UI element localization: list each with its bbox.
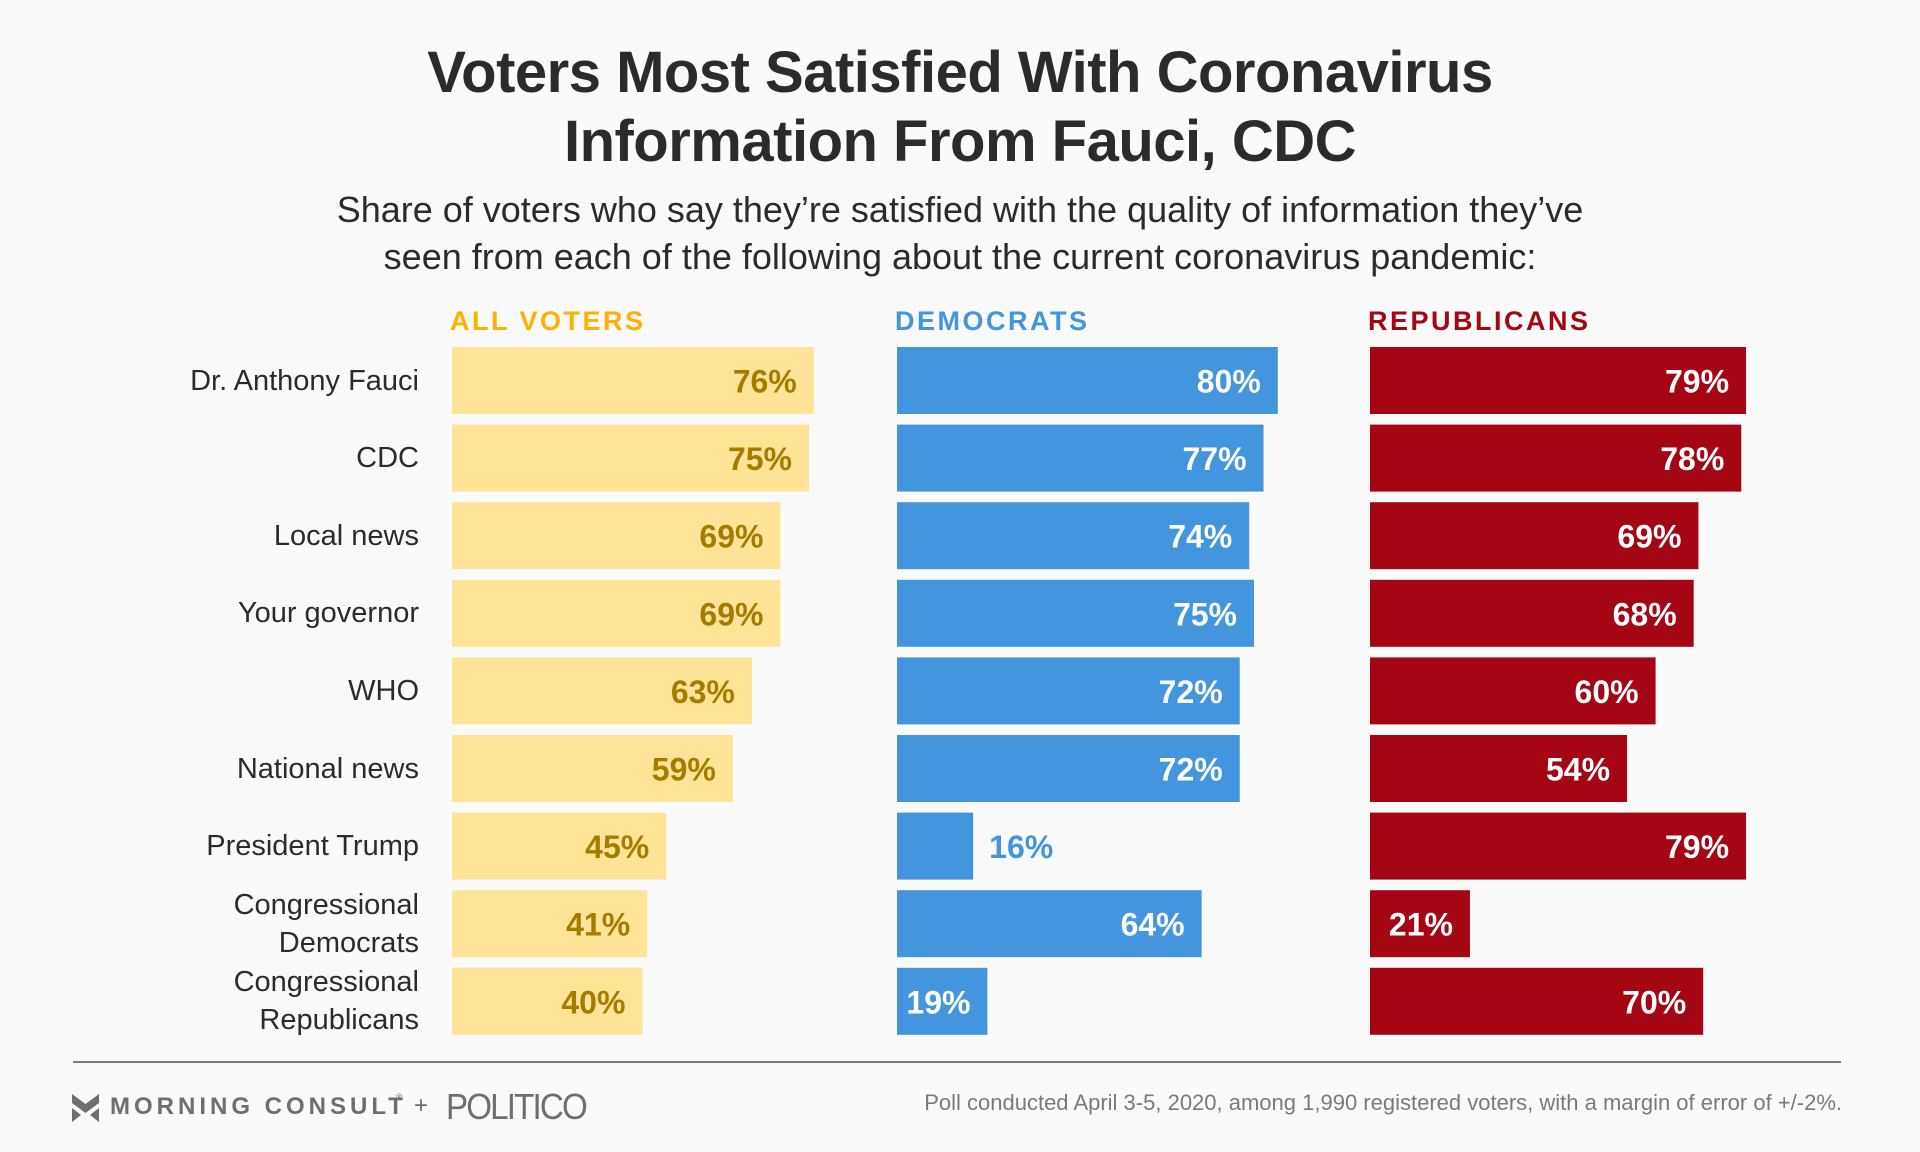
bar-democrats-your-governor (897, 579, 1254, 647)
bar-all-voters-national-news (452, 735, 733, 802)
value-label-republicans-president-trump: 79% (1665, 829, 1729, 865)
bar-all-voters-cdc (452, 424, 809, 492)
legend-all-voters: ALL VOTERS (450, 306, 646, 336)
bar-democrats-national-news (897, 735, 1240, 802)
bar-republicans-who (1370, 657, 1656, 725)
chart-subtitle-line1: Share of voters who say they’re satisfie… (336, 189, 1584, 230)
category-label-line: CDC (356, 442, 419, 475)
category-label-national-news: National news (40, 735, 419, 802)
category-label-line: Dr. Anthony Fauci (190, 364, 419, 397)
category-label-line: President Trump (206, 830, 419, 863)
value-label-democrats-president-trump: 16% (989, 829, 1053, 865)
value-label-democrats-your-governor: 75% (1173, 596, 1237, 632)
category-label-cdc: CDC (40, 425, 419, 492)
value-label-republicans-who: 60% (1575, 674, 1639, 710)
category-label-president-trump: President Trump (40, 813, 419, 880)
bar-democrats-congressional-democrats (897, 890, 1202, 958)
bar-republicans-dr-anthony-fauci (1370, 347, 1747, 414)
category-label-line: National news (236, 752, 419, 785)
value-label-democrats-who: 72% (1159, 674, 1223, 710)
source-note: Poll conducted April 3-5, 2020, among 1,… (924, 1090, 1842, 1115)
chart-title: Voters Most Satisfied With Coronavirus I… (0, 38, 1920, 176)
value-label-all-voters-congressional-democrats: 41% (566, 907, 630, 943)
bar-republicans-president-trump (1370, 812, 1747, 880)
value-label-all-voters-dr-anthony-fauci: 76% (733, 364, 797, 400)
value-label-all-voters-national-news: 59% (652, 752, 716, 788)
politico-logo-text: POLITICO (446, 1086, 588, 1127)
bar-democrats-cdc (897, 424, 1264, 492)
value-label-republicans-dr-anthony-fauci: 79% (1665, 364, 1729, 400)
value-label-republicans-congressional-democrats: 21% (1389, 907, 1453, 943)
chart-title-line2: Information From Fauci, CDC (563, 109, 1357, 174)
value-label-all-voters-cdc: 75% (728, 441, 792, 477)
chart-subtitle-line2: seen from each of the following about th… (383, 236, 1537, 277)
value-label-democrats-local-news: 74% (1168, 519, 1232, 555)
plus-sign: + (414, 1092, 429, 1119)
category-label-line: Congressional (233, 966, 419, 999)
value-label-democrats-dr-anthony-fauci: 80% (1197, 364, 1261, 400)
value-label-republicans-national-news: 54% (1546, 752, 1610, 788)
value-label-all-voters-who: 63% (671, 674, 735, 710)
category-label-who: WHO (40, 657, 419, 724)
legend-democrats: DEMOCRATS (895, 306, 1090, 336)
category-label-your-governor: Your governor (40, 580, 419, 647)
chart-subtitle: Share of voters who say they’re satisfie… (0, 186, 1920, 280)
bar-republicans-congressional-republicans (1370, 967, 1704, 1035)
value-label-democrats-national-news: 72% (1159, 752, 1223, 788)
bar-democrats-who (897, 657, 1240, 725)
bar-republicans-national-news (1370, 735, 1628, 802)
category-label-congressional-republicans: Congressional Republicans (40, 966, 419, 1036)
value-label-democrats-congressional-republicans: 19% (906, 984, 970, 1020)
category-label-line: Republicans (259, 1004, 419, 1037)
bar-democrats-dr-anthony-fauci (897, 347, 1278, 414)
bar-democrats-president-trump (897, 812, 974, 880)
bar-republicans-local-news (1370, 502, 1699, 570)
category-label-dr-anthony-fauci: Dr. Anthony Fauci (40, 347, 419, 414)
category-label-local-news: Local news (40, 502, 419, 569)
bar-republicans-congressional-democrats (1370, 890, 1470, 958)
bar-all-voters-president-trump (452, 812, 667, 880)
value-label-democrats-cdc: 77% (1182, 441, 1246, 477)
bar-all-voters-congressional-republicans (452, 967, 643, 1035)
bar-republicans-your-governor (1370, 579, 1694, 647)
bar-democrats-local-news (897, 502, 1250, 570)
bar-republicans-cdc (1370, 424, 1742, 492)
bar-all-voters-congressional-democrats (452, 890, 648, 958)
value-label-all-voters-president-trump: 45% (585, 829, 649, 865)
footer-divider (73, 1061, 1841, 1063)
value-label-republicans-local-news: 69% (1617, 519, 1681, 555)
bar-democrats-congressional-republicans (897, 967, 988, 1035)
morning-consult-logo-icon (72, 1094, 99, 1122)
morning-consult-logo-text: MORNING CONSULT (110, 1093, 407, 1120)
value-label-all-voters-local-news: 69% (699, 519, 763, 555)
bar-all-voters-dr-anthony-fauci (452, 347, 814, 414)
value-label-all-voters-congressional-republicans: 40% (561, 984, 625, 1020)
bar-all-voters-your-governor (452, 579, 781, 647)
chart-title-line1: Voters Most Satisfied With Coronavirus (427, 40, 1493, 105)
category-label-line: Your governor (237, 597, 419, 630)
legend-republicans: REPUBLICANS (1368, 306, 1591, 336)
bar-all-voters-local-news (452, 502, 781, 570)
value-label-all-voters-your-governor: 69% (699, 596, 763, 632)
value-label-democrats-congressional-democrats: 64% (1121, 907, 1185, 943)
registered-mark: ® (396, 1092, 403, 1102)
value-label-republicans-cdc: 78% (1660, 441, 1724, 477)
category-label-congressional-democrats: Congressional Democrats (40, 889, 419, 959)
category-label-line: WHO (348, 674, 419, 707)
value-label-republicans-your-governor: 68% (1613, 596, 1677, 632)
bar-all-voters-who (452, 657, 752, 725)
category-label-line: Local news (273, 519, 419, 552)
category-label-line: Democrats (278, 926, 419, 959)
category-label-line: Congressional (233, 888, 419, 921)
value-label-republicans-congressional-republicans: 70% (1622, 984, 1686, 1020)
